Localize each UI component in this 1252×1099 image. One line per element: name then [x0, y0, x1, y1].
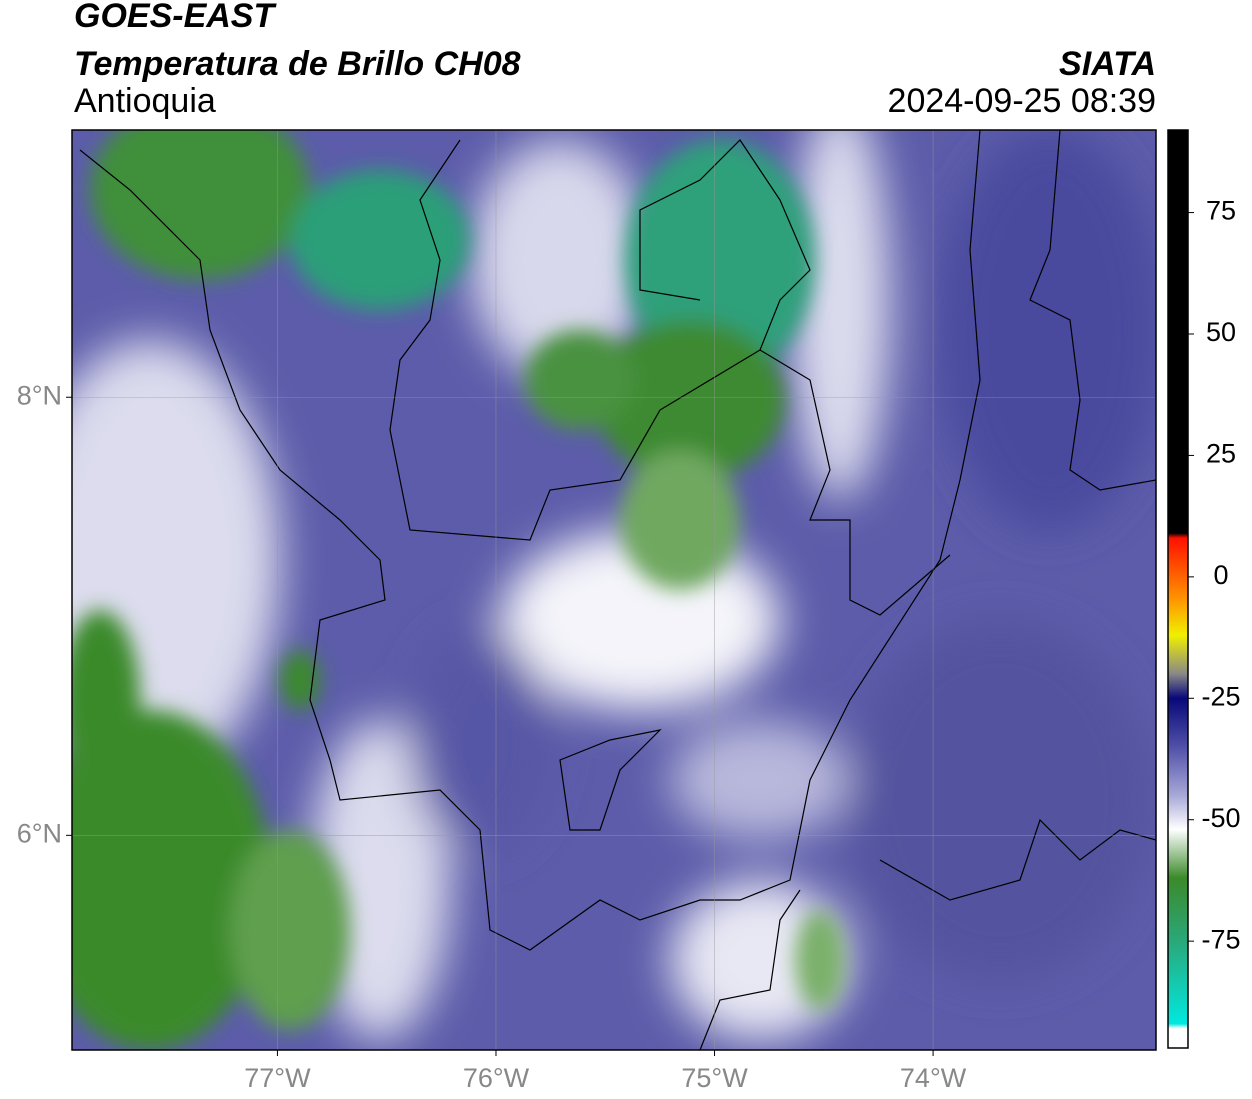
x-tick-label: 75°W	[681, 1063, 748, 1093]
y-tick-label: 6°N	[17, 818, 62, 848]
title: Temperatura de Brillo CH08	[74, 45, 521, 83]
boundaries	[79, 130, 1156, 1050]
colorbar-tick-label: -75	[1201, 924, 1240, 954]
colorbar	[1167, 129, 1189, 1049]
colorbar-tick-label: 0	[1213, 560, 1228, 590]
colorbar-tick-label: 25	[1206, 439, 1236, 469]
satellite: GOES-EAST	[74, 0, 277, 35]
map-frame	[71, 129, 1157, 1051]
colorbar-tick-label: -50	[1201, 803, 1240, 833]
region: Antioquia	[74, 82, 216, 120]
graticule	[72, 130, 1156, 1050]
cold-tops	[72, 130, 845, 1050]
colorbar-tick-label: 50	[1206, 317, 1236, 347]
colorbar-tick-label: 75	[1206, 196, 1236, 226]
datetime: 2024-09-25 08:39	[888, 82, 1156, 120]
colorbar-tick-label: -25	[1201, 681, 1240, 711]
y-tick-label: 8°N	[17, 380, 62, 410]
x-tick-label: 76°W	[463, 1063, 530, 1093]
imagery	[72, 130, 1156, 1050]
x-tick-label: 77°W	[244, 1063, 311, 1093]
x-tick-label: 74°W	[900, 1063, 967, 1093]
source: SIATA	[1059, 45, 1156, 83]
